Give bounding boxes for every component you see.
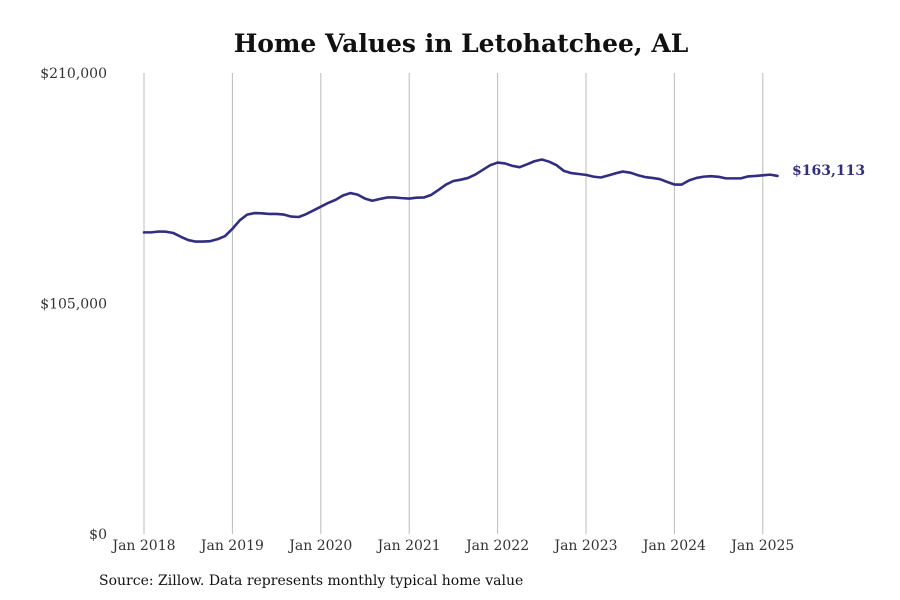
x-tick-label: Jan 2023 [552,538,617,554]
series-line [142,158,779,243]
x-tick-label: Jan 2021 [376,538,441,554]
x-tick-label: Jan 2025 [729,538,794,554]
x-tick-label: Jan 2024 [641,538,706,554]
gridlines [143,73,764,534]
series-layer [142,158,779,243]
y-tick-label: $210,000 [40,66,107,82]
y-tick-label: $0 [89,527,107,543]
x-axis-tick-labels: Jan 2018 Jan 2019 Jan 2020 Jan 2021 Jan 2022… [110,538,794,554]
x-tick-label: Jan 2018 [110,538,175,554]
source-note: Source: Zillow. Data represents monthly … [99,573,524,589]
x-tick-label: Jan 2019 [199,538,264,554]
x-tick-label: Jan 2022 [464,538,529,554]
end-value-label: $163,113 [792,163,865,179]
y-axis-tick-labels: $210,000 $105,000 $0 [40,66,107,543]
y-tick-label: $105,000 [40,297,107,313]
chart-title: Home Values in Letohatchee, AL [234,29,689,58]
x-tick-label: Jan 2020 [287,538,352,554]
